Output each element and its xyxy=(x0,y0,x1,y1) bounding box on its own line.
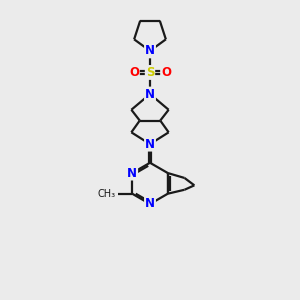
Text: O: O xyxy=(161,66,171,79)
Text: N: N xyxy=(145,138,155,151)
Text: S: S xyxy=(146,66,154,79)
Text: CH₃: CH₃ xyxy=(98,189,116,199)
Text: N: N xyxy=(145,44,155,57)
Text: N: N xyxy=(145,88,155,100)
Text: N: N xyxy=(145,197,155,211)
Text: O: O xyxy=(129,66,139,79)
Text: N: N xyxy=(127,167,137,180)
